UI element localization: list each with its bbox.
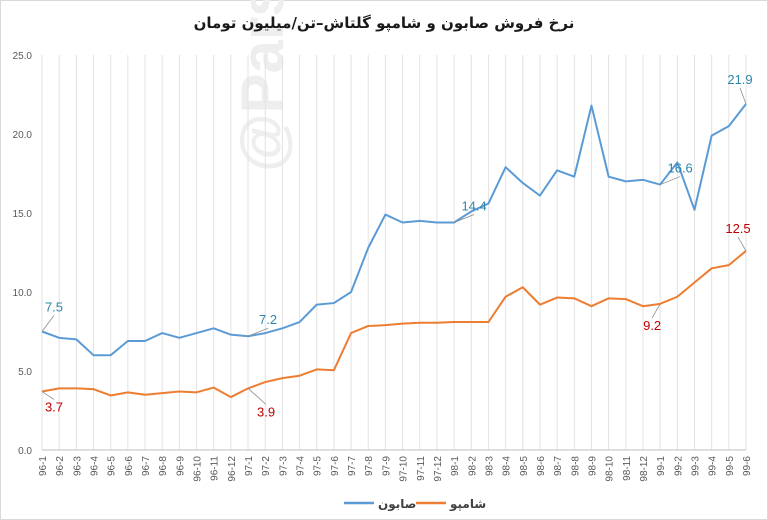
leader-line (247, 327, 269, 337)
series-lines (41, 103, 747, 399)
x-tick-label: 97-2 (261, 456, 272, 476)
y-tick-label: 0.0 (18, 446, 32, 457)
grid-lines (41, 55, 747, 451)
data-label: 14.4 (461, 198, 486, 213)
y-tick-label: 10.0 (13, 288, 33, 299)
x-tick-label: 97-1 (244, 456, 255, 476)
data-label: 3.9 (257, 404, 275, 419)
leader-line (739, 87, 747, 105)
leader-line (41, 391, 55, 400)
x-tick-label: 96-12 (227, 456, 238, 482)
x-tick-label: 97-6 (330, 456, 341, 476)
x-tick-label: 97-12 (433, 456, 444, 482)
series-line (41, 103, 747, 357)
data-label: 3.7 (45, 400, 63, 415)
x-tick-label: 96-10 (193, 456, 204, 482)
x-tick-label: 98-2 (467, 456, 478, 476)
y-tick-label: 15.0 (13, 209, 33, 220)
leader-line (737, 236, 747, 252)
x-tick-label: 98-12 (639, 456, 650, 482)
x-tick-label: 99-1 (656, 456, 667, 476)
x-tick-label: 97-10 (399, 456, 410, 482)
data-label: 21.9 (727, 72, 752, 87)
x-tick-label: 98-6 (536, 456, 547, 476)
y-axis: 0.0 5.0 10.0 15.0 20.0 25.0 (13, 51, 33, 457)
x-axis: 96-1 96-2 96-3 96-4 96-5 96-6 96-7 96-8 96-9 96-1… (38, 456, 753, 482)
x-tick-label: 96-5 (107, 456, 118, 476)
x-tick-label: 98-8 (570, 456, 581, 476)
data-label: 16.6 (667, 161, 692, 176)
leader-line (247, 388, 267, 405)
leader-line (453, 214, 475, 223)
data-label: 12.5 (725, 221, 750, 236)
x-tick-label: 96-1 (38, 456, 49, 476)
x-tick-label: 98-9 (587, 456, 598, 476)
x-tick-label: 98-11 (622, 456, 633, 481)
data-label: 7.2 (259, 312, 277, 327)
series-line (41, 250, 747, 399)
x-tick-label: 99-5 (725, 456, 736, 476)
x-tick-label: 97-5 (313, 456, 324, 476)
x-tick-label: 98-3 (484, 456, 495, 476)
data-labels: 7.5 7.2 14.4 16.6 21.9 3.7 3.9 9.2 12.5 (41, 72, 753, 419)
x-tick-label: 97-4 (296, 456, 307, 476)
legend: صابون شامپو (344, 497, 486, 512)
y-tick-label: 20.0 (13, 130, 33, 141)
chart-title: نرخ فروش صابون و شامپو گلتاش–تن/میلیون ت… (193, 14, 575, 32)
leader-line (659, 176, 681, 185)
x-tick-label: 97-8 (364, 456, 375, 476)
x-tick-label: 98-5 (519, 456, 530, 476)
x-tick-label: 96-2 (55, 456, 66, 476)
x-tick-label: 96-6 (124, 456, 135, 476)
x-tick-label: 99-6 (742, 456, 753, 476)
x-tick-label: 98-1 (450, 456, 461, 476)
x-tick-label: 98-7 (553, 456, 564, 476)
x-tick-label: 97-3 (278, 456, 289, 476)
y-tick-label: 5.0 (18, 367, 32, 378)
x-tick-label: 96-3 (72, 456, 83, 476)
x-tick-label: 99-2 (673, 456, 684, 476)
leader-line (41, 315, 55, 332)
x-tick-label: 98-4 (502, 456, 513, 476)
data-label: 9.2 (643, 318, 661, 333)
leader-line (651, 303, 661, 319)
x-tick-label: 97-11 (416, 456, 427, 481)
x-tick-label: 98-10 (605, 456, 616, 482)
x-tick-label: 96-7 (141, 456, 152, 476)
x-tick-label: 99-3 (690, 456, 701, 476)
legend-label: صابون (378, 497, 416, 512)
y-tick-label: 25.0 (13, 51, 33, 62)
x-tick-label: 96-11 (210, 456, 221, 481)
data-label: 7.5 (45, 300, 63, 315)
x-tick-label: 96-8 (158, 456, 169, 476)
x-tick-label: 97-9 (381, 456, 392, 476)
x-tick-label: 96-4 (90, 456, 101, 476)
x-tick-label: 97-7 (347, 456, 358, 476)
x-tick-label: 96-9 (175, 456, 186, 476)
x-tick-label: 99-4 (708, 456, 719, 476)
legend-label: شامپو (449, 497, 486, 512)
